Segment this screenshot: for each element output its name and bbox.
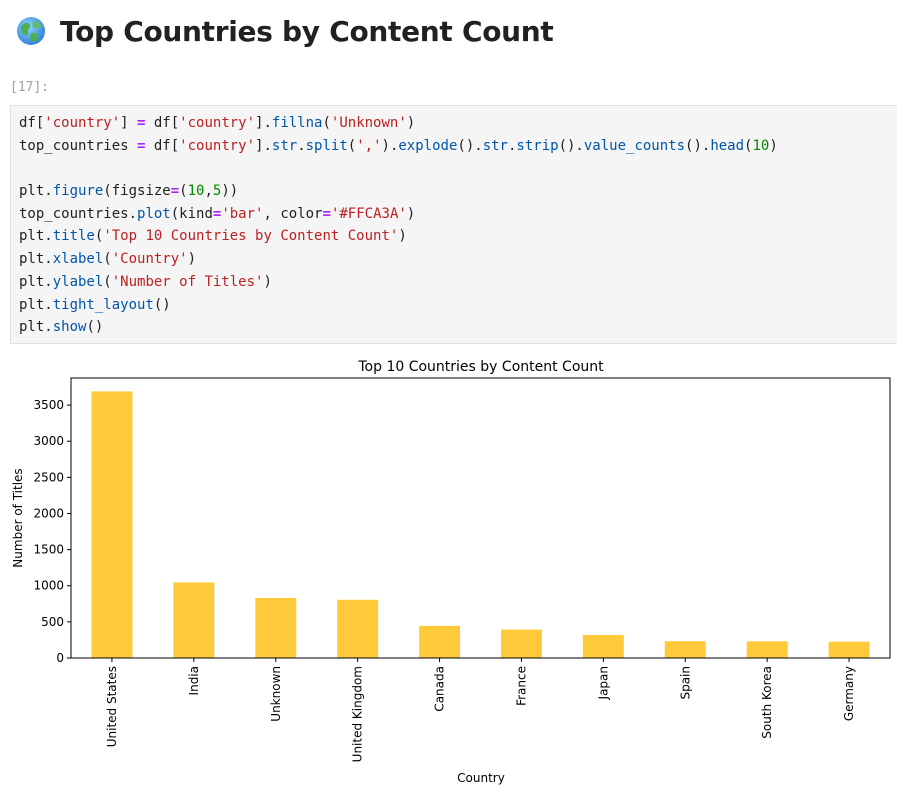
code-line: df['country'] = df['country'].fillna('Un… xyxy=(19,115,416,131)
code-line: plt.title('Top 10 Countries by Content C… xyxy=(19,228,407,245)
code-line: plt.ylabel('Number of Titles') xyxy=(19,273,272,290)
y-tick-label: 2500 xyxy=(33,470,64,484)
x-axis-label: Country xyxy=(457,771,505,785)
page-title: Top Countries by Content Count xyxy=(60,14,554,48)
code-line xyxy=(19,157,897,180)
bar xyxy=(500,629,542,658)
x-tick-label: United Kingdom xyxy=(351,666,365,762)
globe-icon xyxy=(17,17,45,45)
y-axis: 0 500 1000 1500 2000 2500 3000 3500 xyxy=(33,398,71,665)
y-tick-label: 2000 xyxy=(33,506,64,520)
chart-title: Top 10 Countries by Content Count xyxy=(357,359,604,375)
code-line: plt.tight_layout() xyxy=(19,296,171,313)
x-tick-label: India xyxy=(187,666,201,695)
x-tick-label: France xyxy=(514,666,528,706)
x-tick-label: Spain xyxy=(678,666,692,700)
y-tick-label: 1000 xyxy=(33,579,64,593)
code-line: top_countries.plot(kind='bar', color='#F… xyxy=(19,205,416,222)
bar xyxy=(828,641,870,658)
bar xyxy=(337,599,379,658)
x-tick-label: Japan xyxy=(596,666,610,700)
y-tick-label: 3500 xyxy=(33,398,64,412)
y-tick-label: 3000 xyxy=(33,434,64,448)
x-tick-label: Germany xyxy=(842,666,856,721)
bar xyxy=(664,641,706,658)
code-cell[interactable]: df['country'] = df['country'].fillna('Un… xyxy=(10,105,897,344)
notebook-heading: Top Countries by Content Count xyxy=(16,10,554,52)
cell-prompt: [17]: xyxy=(10,80,50,95)
y-axis-label: Number of Titles xyxy=(11,468,25,567)
bars xyxy=(91,391,870,658)
bar xyxy=(91,391,133,658)
bar xyxy=(582,635,624,658)
code-line: plt.xlabel('Country') xyxy=(19,251,197,268)
y-tick-label: 500 xyxy=(41,615,64,629)
x-tick-label: Canada xyxy=(433,666,447,712)
x-tick-label: Unknown xyxy=(269,666,283,722)
bar xyxy=(255,597,297,658)
x-axis: United States India Unknown United Kingdom C… xyxy=(105,658,856,762)
bar xyxy=(746,641,788,658)
code-line: top_countries = df['country'].str.split(… xyxy=(19,137,778,154)
y-tick-label: 0 xyxy=(56,651,64,665)
x-tick-label: South Korea xyxy=(760,666,774,739)
plot-frame xyxy=(70,377,891,659)
code-line: plt.show() xyxy=(19,319,104,336)
x-tick-label: United States xyxy=(105,666,119,747)
bar-chart: Top 10 Countries by Content Count 0 500 10… xyxy=(11,359,891,785)
bar xyxy=(173,582,215,658)
code-line: plt.figure(figsize=(10,5)) xyxy=(19,183,239,200)
bar xyxy=(419,625,461,658)
code-editor[interactable]: df['country'] = df['country'].fillna('Un… xyxy=(11,106,897,339)
y-tick-label: 1500 xyxy=(33,543,64,557)
